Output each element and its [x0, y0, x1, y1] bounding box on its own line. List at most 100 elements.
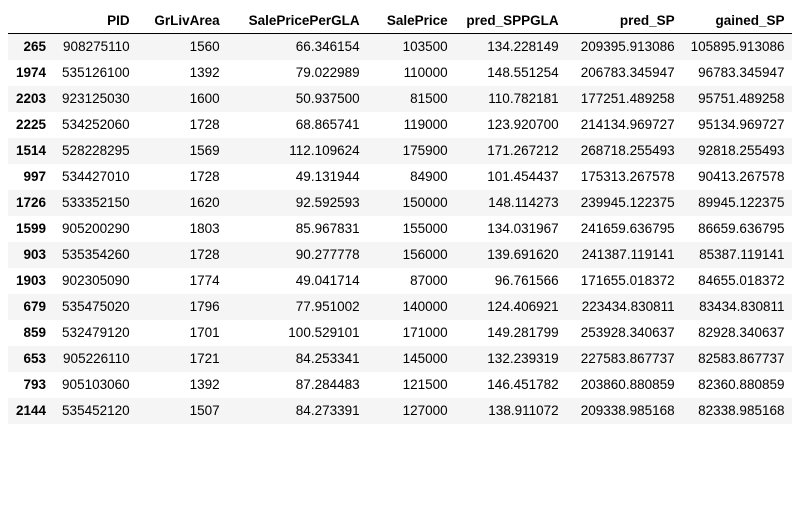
cell-gained-sp: 89945.122375: [698, 195, 785, 210]
cell-pred-sp: 253928.340637: [580, 325, 675, 340]
column-header-salepricepergla: SalePricePerGLA: [227, 8, 368, 34]
cell-gained-sp: 82583.867737: [698, 351, 785, 366]
cell-saleprice: 121500: [402, 377, 448, 392]
cell-pred-sppgla: 110.782181: [488, 91, 559, 106]
cell-saleprice: 155000: [402, 221, 448, 236]
cell-grlivarea: 1728: [189, 169, 220, 184]
cell-salepricepergla: 79.022989: [295, 65, 360, 80]
cell-salepricepergla: 49.131944: [295, 169, 360, 184]
cell-pred-sp: 241659.636795: [580, 221, 675, 236]
cell-pred-sp: 214134.969727: [580, 117, 675, 132]
table-row: 653 905226110 1721 84.253341 145000 132.23931…: [8, 346, 793, 372]
cell-pid: 535126100: [62, 65, 130, 80]
column-header-grlivarea: GrLivArea: [137, 8, 228, 34]
cell-saleprice: 175900: [402, 143, 448, 158]
row-index: 1599: [16, 221, 47, 236]
cell-pred-sppgla: 101.454437: [487, 169, 559, 184]
cell-pred-sppgla: 123.920700: [487, 117, 559, 132]
cell-grlivarea: 1392: [189, 377, 220, 392]
row-index: 265: [23, 39, 47, 54]
cell-grlivarea: 1507: [189, 403, 220, 418]
table-body: 265 908275110 1560 66.346154 103500 134.22814…: [8, 33, 793, 424]
table-row: 2225 534252060 1728 68.865741 119000 123.9207…: [8, 112, 793, 138]
row-index: 653: [23, 351, 47, 366]
table-row: 1514 528228295 1569 112.109624 175900 171.267…: [8, 138, 793, 164]
cell-gained-sp: 82338.985168: [698, 403, 785, 418]
table-row: 1726 533352150 1620 92.592593 150000 148.1142…: [8, 190, 793, 216]
cell-saleprice: 150000: [402, 195, 448, 210]
cell-gained-sp: 92818.255493: [698, 143, 785, 158]
cell-salepricepergla: 92.592593: [295, 195, 360, 210]
table-row: 1599 905200290 1803 85.967831 155000 134.0319…: [8, 216, 793, 242]
cell-grlivarea: 1569: [189, 143, 220, 158]
cell-grlivarea: 1701: [189, 325, 220, 340]
row-index: 1974: [16, 65, 47, 80]
cell-saleprice: 119000: [403, 117, 448, 132]
cell-pred-sp: 206783.345947: [580, 65, 675, 80]
cell-gained-sp: 95134.969727: [698, 117, 785, 132]
cell-saleprice: 145000: [402, 351, 448, 366]
cell-pid: 535452120: [62, 403, 130, 418]
table-row: 1974 535126100 1392 79.022989 110000 148.5512…: [8, 60, 793, 86]
cell-pred-sp: 241387.119141: [581, 247, 675, 262]
cell-pid: 535354260: [62, 247, 130, 262]
cell-pred-sp: 175313.267578: [580, 169, 675, 184]
cell-pred-sp: 203860.880859: [580, 377, 675, 392]
cell-pred-sppgla: 134.031967: [487, 221, 559, 236]
table-row: 997 534427010 1728 49.131944 84900 101.454437…: [8, 164, 793, 190]
cell-gained-sp: 95751.489258: [698, 91, 785, 106]
cell-salepricepergla: 77.951002: [295, 299, 360, 314]
cell-gained-sp: 83434.830811: [699, 299, 785, 314]
column-header-saleprice: SalePrice: [367, 8, 456, 34]
cell-grlivarea: 1620: [189, 195, 220, 210]
table-header: PID GrLivArea SalePricePerGLA SalePrice …: [8, 8, 793, 34]
cell-pid: 908275110: [63, 39, 130, 54]
cell-grlivarea: 1803: [189, 221, 220, 236]
cell-salepricepergla: 90.277778: [295, 247, 360, 262]
cell-pid: 535475020: [62, 299, 130, 314]
row-index: 2203: [16, 91, 47, 106]
cell-saleprice: 110000: [403, 65, 448, 80]
cell-pred-sp: 209395.913086: [580, 39, 675, 54]
cell-pid: 534252060: [62, 117, 130, 132]
row-index: 2225: [16, 117, 47, 132]
cell-pred-sp: 209338.985168: [580, 403, 675, 418]
cell-pid: 905103060: [62, 377, 130, 392]
row-index: 793: [23, 377, 47, 392]
cell-pred-sppgla: 138.911072: [488, 403, 559, 418]
cell-grlivarea: 1721: [189, 351, 220, 366]
cell-pred-sppgla: 132.239319: [487, 351, 559, 366]
cell-pid: 534427010: [62, 169, 130, 184]
cell-salepricepergla: 50.937500: [295, 91, 360, 106]
cell-gained-sp: 90413.267578: [698, 169, 785, 184]
cell-saleprice: 81500: [410, 91, 448, 106]
row-index: 1726: [16, 195, 47, 210]
cell-pred-sp: 177251.489258: [580, 91, 675, 106]
cell-pred-sp: 227583.867737: [580, 351, 675, 366]
cell-gained-sp: 82360.880859: [698, 377, 785, 392]
cell-pred-sp: 171655.018372: [580, 273, 675, 288]
cell-salepricepergla: 85.967831: [295, 221, 360, 236]
cell-saleprice: 87000: [410, 273, 448, 288]
cell-pred-sppgla: 139.691620: [487, 247, 559, 262]
cell-grlivarea: 1774: [189, 273, 220, 288]
cell-gained-sp: 105895.913086: [690, 39, 785, 54]
row-index: 1903: [16, 273, 47, 288]
row-index: 903: [23, 247, 47, 262]
cell-grlivarea: 1796: [189, 299, 220, 314]
cell-gained-sp: 85387.119141: [699, 247, 785, 262]
column-header-gained-sp: gained_SP: [682, 8, 793, 34]
cell-pred-sppgla: 146.451782: [487, 377, 559, 392]
cell-saleprice: 127000: [402, 403, 448, 418]
cell-pred-sppgla: 171.267212: [487, 143, 559, 158]
cell-salepricepergla: 84.253341: [295, 351, 360, 366]
cell-pid: 902305090: [62, 273, 130, 288]
column-header-pred-sppgla: pred_SPPGLA: [455, 8, 567, 34]
row-index: 859: [23, 325, 47, 340]
cell-salepricepergla: 100.529101: [288, 325, 360, 340]
cell-saleprice: 103500: [402, 39, 448, 54]
table-row: 859 532479120 1701 100.529101 171000 149.2817…: [8, 320, 793, 346]
row-index: 679: [23, 299, 47, 314]
cell-pred-sppgla: 134.228149: [487, 39, 559, 54]
cell-pred-sppgla: 124.406921: [487, 299, 559, 314]
